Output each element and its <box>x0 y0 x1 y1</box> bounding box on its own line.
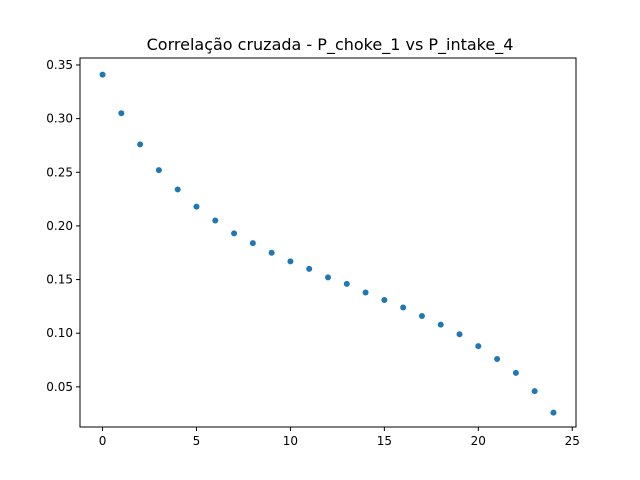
data-point <box>306 265 313 272</box>
chart-title: Correlação cruzada - P_choke_1 vs P_inta… <box>147 35 514 55</box>
data-point <box>287 258 294 265</box>
data-point <box>362 289 369 296</box>
y-tick-label: 0.15 <box>46 273 73 287</box>
data-point <box>231 230 238 237</box>
x-tick-label: 5 <box>193 434 201 448</box>
data-point <box>174 186 181 193</box>
y-tick-label: 0.25 <box>46 165 73 179</box>
y-tick-label: 0.05 <box>46 380 73 394</box>
data-points <box>99 71 557 416</box>
plot-area-frame <box>79 57 577 428</box>
data-point <box>249 240 256 247</box>
data-point <box>118 110 125 117</box>
data-point <box>99 71 106 78</box>
y-tick-label: 0.20 <box>46 219 73 233</box>
x-tick-label: 10 <box>283 434 298 448</box>
x-axis: 0 5 10 15 20 25 <box>99 427 580 448</box>
data-point <box>325 274 331 281</box>
y-axis: 0.05 0.10 0.15 0.20 0.25 0.30 0.35 <box>46 58 80 394</box>
data-point <box>418 313 425 320</box>
data-point <box>268 249 275 256</box>
data-point <box>400 304 407 311</box>
data-point <box>456 331 463 338</box>
data-point <box>155 167 162 174</box>
data-point <box>494 355 501 362</box>
y-tick-label: 0.30 <box>46 112 73 126</box>
data-point <box>343 280 350 287</box>
data-point <box>212 217 219 224</box>
x-tick-label: 15 <box>377 434 392 448</box>
data-point <box>381 296 388 303</box>
data-point <box>512 369 519 376</box>
y-tick-label: 0.35 <box>46 58 73 72</box>
x-tick-label: 0 <box>99 434 107 448</box>
data-point <box>137 141 144 148</box>
data-point <box>437 321 444 328</box>
data-point <box>531 388 538 395</box>
x-tick-label: 20 <box>471 434 486 448</box>
data-point <box>550 409 557 416</box>
y-tick-label: 0.10 <box>46 326 73 340</box>
x-tick-label: 25 <box>565 434 580 448</box>
data-point <box>475 343 482 350</box>
data-point <box>193 203 200 210</box>
